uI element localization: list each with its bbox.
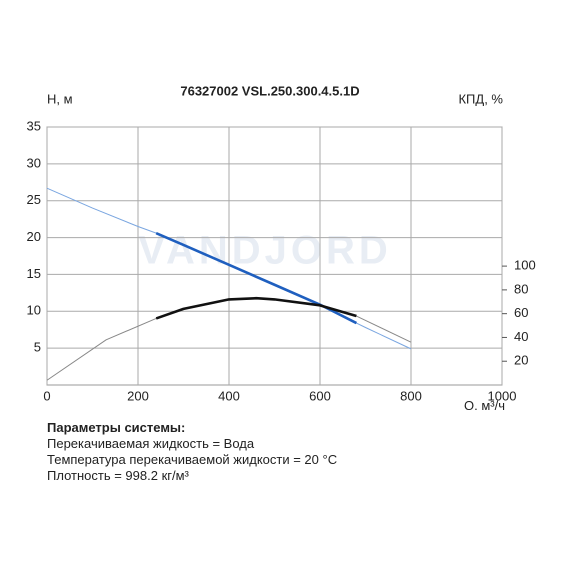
y-tick-label: 5 (34, 340, 41, 355)
notes: Параметры системы: Перекачиваемая жидкос… (47, 420, 337, 484)
watermark: VANDJORD (138, 229, 392, 273)
chart-title: 76327002 VSL.250.300.4.5.1D (180, 83, 359, 98)
y-tick-label: 25 (27, 192, 41, 207)
x-tick-label: 400 (218, 388, 240, 403)
x-axis-label: Q, м³/ч (464, 398, 505, 410)
y-axis-label: H, м (47, 91, 73, 106)
y-tick-label: 35 (27, 118, 41, 133)
y2-tick-label: 20 (514, 353, 528, 368)
note-line: Температура перекачиваемой жидкости = 20… (47, 452, 338, 467)
chart: 76327002 VSL.250.300.4.5.1D H, м КПД, % … (27, 83, 536, 410)
note-line: Перекачиваемая жидкость = Вода (47, 436, 255, 451)
y2-tick-label: 80 (514, 281, 528, 296)
y-tick-label: 15 (27, 266, 41, 281)
x-tick-label: 0 (43, 388, 50, 403)
x-tick-label: 800 (400, 388, 422, 403)
y-tick-label: 20 (27, 229, 41, 244)
y2-tick-label: 40 (514, 329, 528, 344)
notes-title: Параметры системы: (47, 420, 186, 435)
notes-lines: Перекачиваемая жидкость = Вода Температур… (47, 436, 337, 484)
curve-operating (155, 296, 357, 320)
x-tick-label: 200 (127, 388, 149, 403)
y-tick-label: 10 (27, 303, 41, 318)
x-tick-label: 1000 (488, 388, 517, 403)
y2-tick-label: 100 (514, 258, 536, 273)
y2-tick-label: 60 (514, 305, 528, 320)
x-tick-label: 600 (309, 388, 331, 403)
note-line: Плотность = 998.2 кг/м³ (47, 468, 189, 483)
y2-axis-label: КПД, % (458, 91, 503, 106)
y-tick-label: 30 (27, 155, 41, 170)
